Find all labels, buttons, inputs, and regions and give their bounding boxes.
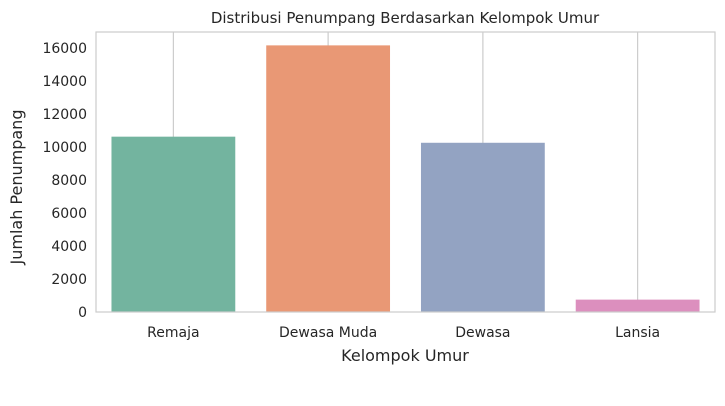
y-tick-labels: 0 2000 4000 6000 8000 10000 12000 14000 16000	[42, 41, 87, 321]
y-tick-label: 12000	[42, 107, 87, 123]
bar-remaja	[111, 136, 236, 312]
y-tick-label: 4000	[51, 239, 87, 255]
y-tick-label: 10000	[42, 140, 87, 156]
y-tick-label: 6000	[51, 206, 87, 222]
bar-dewasa	[420, 142, 545, 312]
x-tick-labels: Remaja Dewasa Muda Dewasa Lansia	[147, 325, 660, 341]
x-tick-label: Dewasa Muda	[279, 325, 377, 341]
x-tick-label: Dewasa	[455, 325, 510, 341]
chart-title: Distribusi Penumpang Berdasarkan Kelompo…	[211, 9, 600, 27]
x-tick-label: Remaja	[147, 325, 199, 341]
bar-lansia	[575, 299, 700, 312]
axes	[95, 31, 716, 313]
bar-dewasa-muda	[266, 45, 391, 312]
y-tick-label: 14000	[42, 74, 87, 90]
y-tick-label: 0	[78, 305, 87, 321]
grid-lines	[172, 32, 639, 312]
x-axis-label: Kelompok Umur	[341, 346, 469, 365]
y-axis-label: Jumlah Penumpang	[7, 110, 26, 266]
y-tick-label: 2000	[51, 272, 87, 288]
bars	[111, 45, 700, 312]
y-tick-label: 16000	[42, 41, 87, 57]
x-tick-label: Lansia	[615, 325, 660, 341]
plot-frame	[95, 31, 716, 313]
y-tick-label: 8000	[51, 173, 87, 189]
